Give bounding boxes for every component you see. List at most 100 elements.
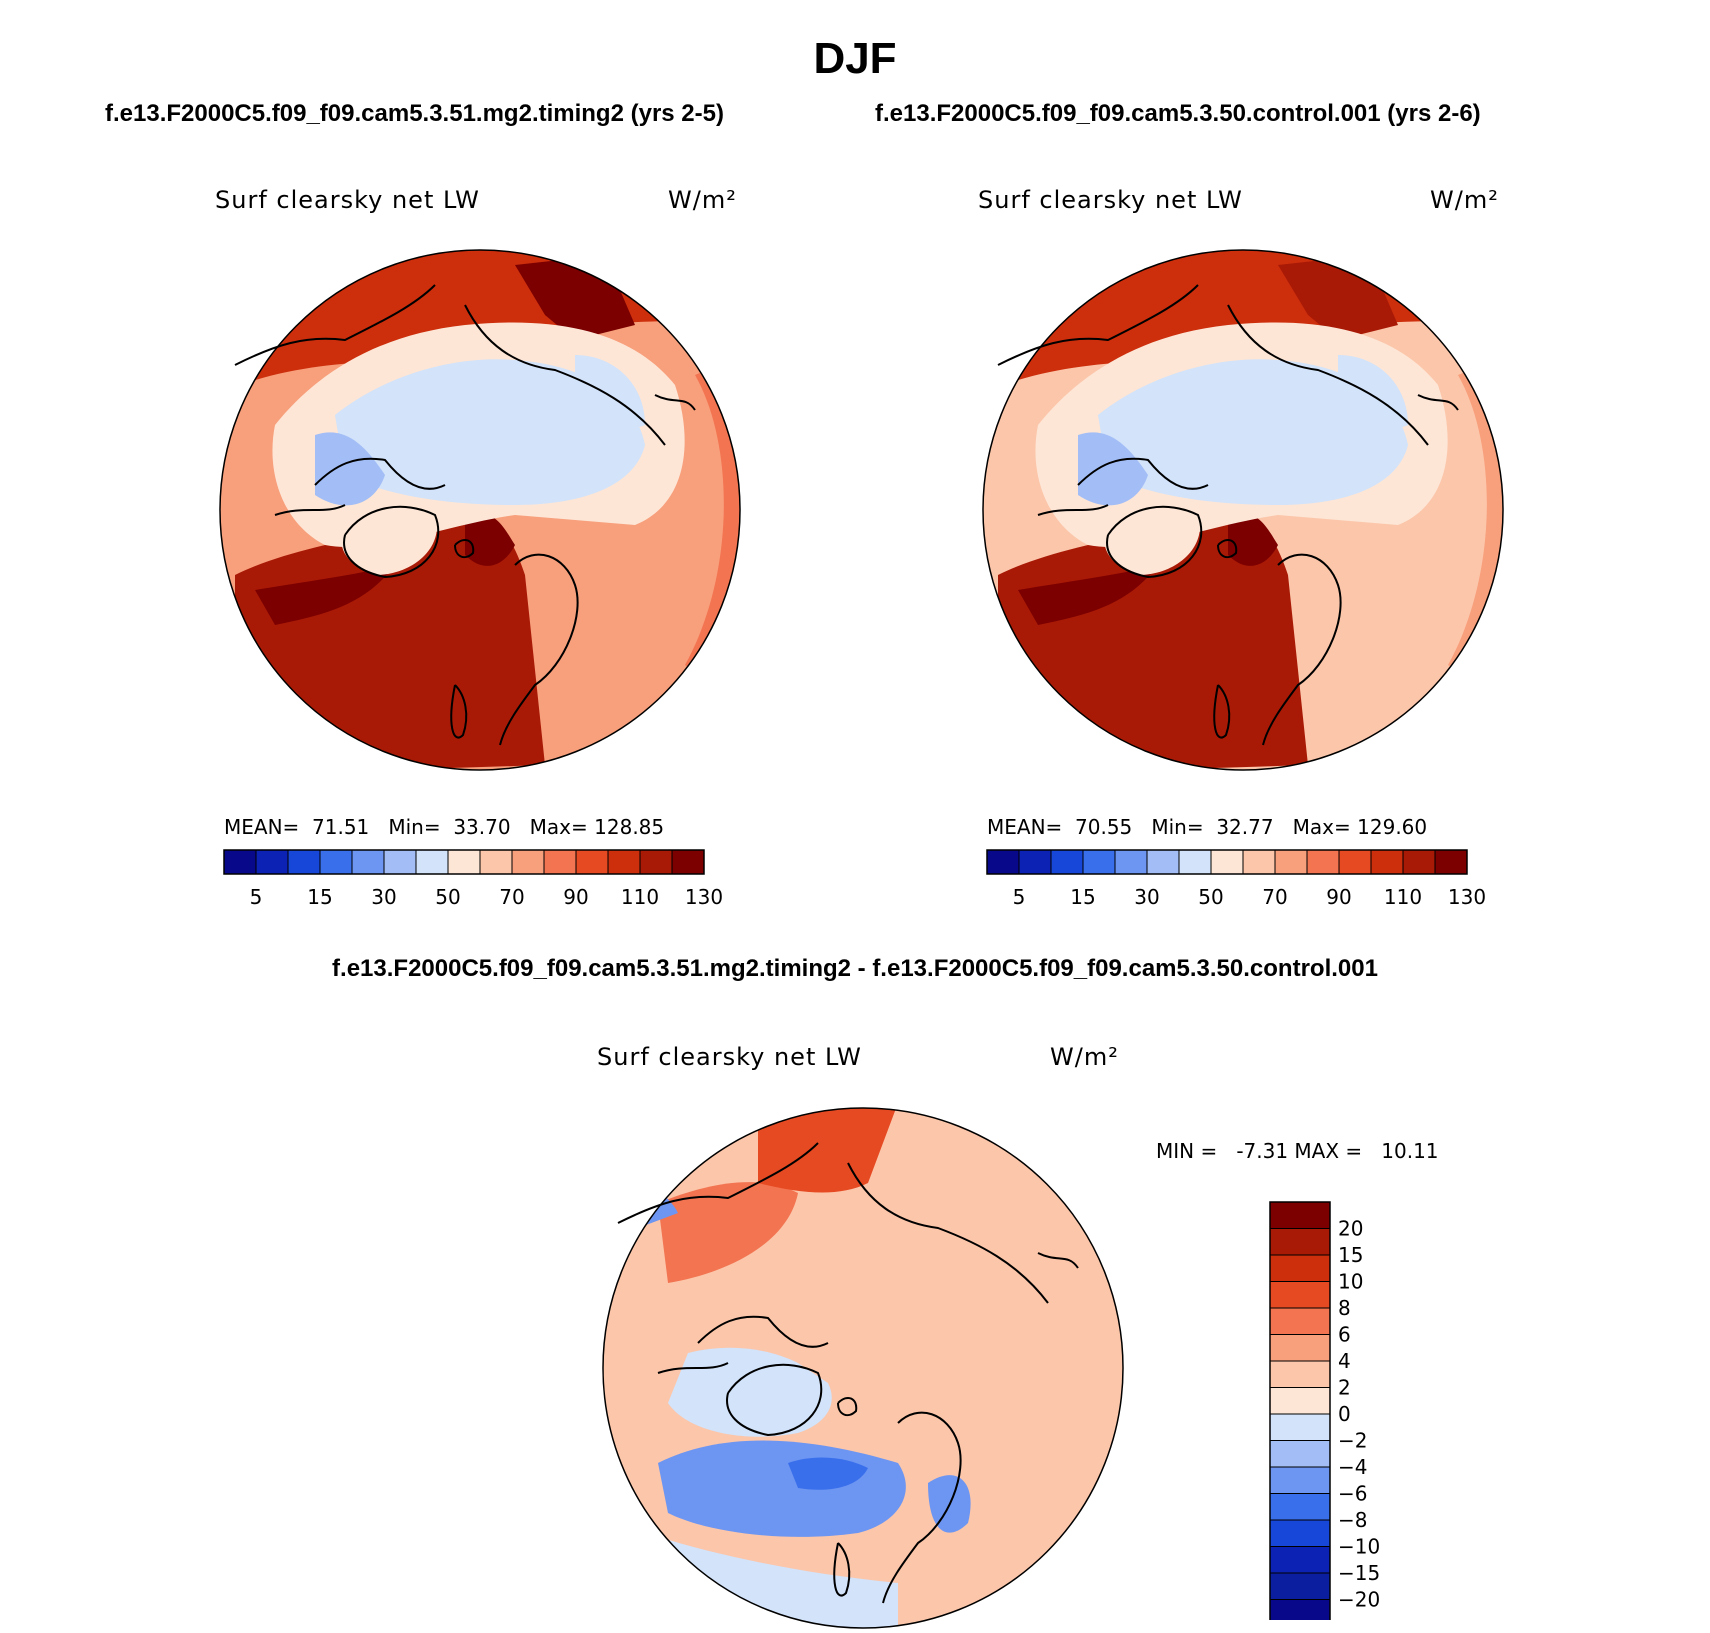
coastline-7 — [657, 1362, 729, 1374]
colorbar-swatch — [543, 849, 577, 875]
coastline-8 — [654, 394, 696, 411]
greenland-sea-region — [658, 1440, 906, 1537]
colorbar-swatch — [1269, 1466, 1331, 1494]
right-colorbar: 5 15 30 50 70 90 110 130 — [986, 849, 1486, 909]
colorbar-tick-label: 90 — [563, 885, 588, 909]
colorbar-tick-label: 130 — [685, 885, 723, 909]
diff-max-value: 10.11 — [1381, 1139, 1439, 1163]
diff-case-title: f.e13.F2000C5.f09_f09.cam5.3.51.mg2.timi… — [332, 955, 1378, 982]
coastline-2 — [314, 457, 446, 490]
colorbar-swatch — [1269, 1307, 1331, 1335]
left-case-title: f.e13.F2000C5.f09_f09.cam5.3.51.mg2.timi… — [105, 100, 724, 127]
colorbar-tick-label: 70 — [499, 885, 524, 909]
atlantic-max-region — [255, 565, 395, 625]
colorbar-tick-label: −20 — [1338, 1588, 1380, 1612]
colorbar-tick-label: 5 — [250, 885, 263, 909]
left-stats: MEAN= 71.51 Min= 33.70 Max= 128.85 — [224, 815, 664, 839]
coastline-0 — [997, 284, 1199, 366]
coastline-0 — [617, 1142, 819, 1224]
right-min-value: 32.77 — [1216, 815, 1274, 839]
atlantic-max-region — [1018, 565, 1158, 625]
diff-stats: MIN = -7.31 MAX = 10.11 — [1156, 1139, 1439, 1163]
diff-units: W/m² — [1050, 1043, 1119, 1071]
colorbar-swatch — [639, 849, 673, 875]
colorbar-swatch — [986, 849, 1020, 875]
colorbar-tick-label: 30 — [1134, 885, 1159, 909]
colorbar-swatch — [511, 849, 545, 875]
diff-max-label: MAX = — [1294, 1139, 1363, 1163]
colorbar-swatch — [351, 849, 385, 875]
colorbar-swatch — [1269, 1228, 1331, 1256]
map-boundary — [219, 249, 741, 771]
colorbar-tick-label: 8 — [1338, 1296, 1351, 1320]
coastline-8 — [1417, 394, 1459, 411]
diff-variable-title: Surf clearsky net LW — [597, 1043, 862, 1071]
colorbar-swatch — [1242, 849, 1276, 875]
diff-min-value: -7.31 — [1236, 1139, 1289, 1163]
left-min-label: Min= — [388, 815, 441, 839]
arctic-ocean-region — [1098, 359, 1408, 505]
left-max-label: Max= — [529, 815, 588, 839]
coastline-2 — [697, 1315, 829, 1348]
colorbar-swatch — [1050, 849, 1084, 875]
coastline-6 — [450, 684, 468, 739]
colorbar-swatch — [1402, 849, 1436, 875]
coastline-4 — [837, 1396, 858, 1417]
colorbar-swatch — [287, 849, 321, 875]
colorbar-swatch — [1269, 1387, 1331, 1415]
left-colorbar: 5 15 30 50 70 90 110 130 — [223, 849, 723, 909]
iceland-sea-region — [465, 512, 515, 566]
colorbar-tick-label: 110 — [1384, 885, 1422, 909]
coastline-6 — [1213, 684, 1231, 739]
colorbar-swatch — [1269, 1546, 1331, 1574]
colorbar-swatch — [1306, 849, 1340, 875]
left-polar-map — [219, 249, 741, 771]
colorbar-swatch — [575, 849, 609, 875]
canadian-region — [668, 1347, 832, 1437]
colorbar-frame — [223, 849, 705, 875]
right-min-label: Min= — [1151, 815, 1204, 839]
arctic-ocean-region — [335, 359, 645, 505]
colorbar-swatch — [1269, 1440, 1331, 1468]
colorbar-tick-label: −8 — [1338, 1508, 1367, 1532]
colorbar-tick-label: 15 — [1070, 885, 1095, 909]
colorbar-swatch — [1269, 1599, 1331, 1620]
colorbar-swatch — [479, 849, 513, 875]
colorbar-swatch — [1146, 849, 1180, 875]
colorbar-tick-label: 20 — [1338, 1217, 1363, 1241]
left-min-value: 33.70 — [453, 815, 511, 839]
colorbar-swatch — [383, 849, 417, 875]
colorbar-tick-label: 2 — [1338, 1376, 1351, 1400]
right-case-title: f.e13.F2000C5.f09_f09.cam5.3.50.control.… — [875, 100, 1481, 127]
colorbar-tick-label: −6 — [1338, 1482, 1367, 1506]
colorbar-swatch — [415, 849, 449, 875]
right-stats: MEAN= 70.55 Min= 32.77 Max= 129.60 — [987, 815, 1427, 839]
coastline-5 — [882, 1411, 962, 1604]
colorbar-tick-label: 50 — [1198, 885, 1223, 909]
colorbar-swatch — [1018, 849, 1052, 875]
diff-polar-map — [602, 1107, 1124, 1629]
colorbar-swatch — [1274, 849, 1308, 875]
colorbar-tick-label: −4 — [1338, 1455, 1367, 1479]
iceland-min-region — [788, 1457, 868, 1490]
greenland-region — [341, 501, 437, 575]
colorbar-tick-label: −10 — [1338, 1535, 1380, 1559]
right-mean-label: MEAN= — [987, 815, 1063, 839]
colorbar-swatch — [1210, 849, 1244, 875]
coastline-3 — [343, 505, 440, 579]
colorbar-frame — [1269, 1201, 1331, 1620]
colorbar-swatch — [447, 849, 481, 875]
colorbar-tick-label: 30 — [371, 885, 396, 909]
colorbar-tick-label: 110 — [621, 885, 659, 909]
colorbar-swatch — [255, 849, 289, 875]
coastline-1 — [464, 304, 666, 446]
colorbar-swatch — [1114, 849, 1148, 875]
colorbar-tick-label: −2 — [1338, 1429, 1367, 1453]
colorbar-tick-label: 4 — [1338, 1349, 1351, 1373]
left-units: W/m² — [668, 186, 737, 214]
coastline-8 — [1037, 1252, 1079, 1269]
colorbar-swatch — [1269, 1413, 1331, 1441]
colorbar-tick-label: 15 — [307, 885, 332, 909]
left-mean-label: MEAN= — [224, 815, 300, 839]
